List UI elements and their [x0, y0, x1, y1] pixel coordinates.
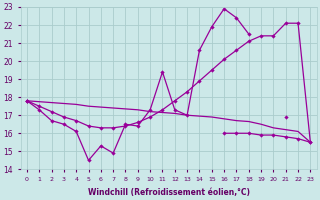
- X-axis label: Windchill (Refroidissement éolien,°C): Windchill (Refroidissement éolien,°C): [88, 188, 250, 197]
